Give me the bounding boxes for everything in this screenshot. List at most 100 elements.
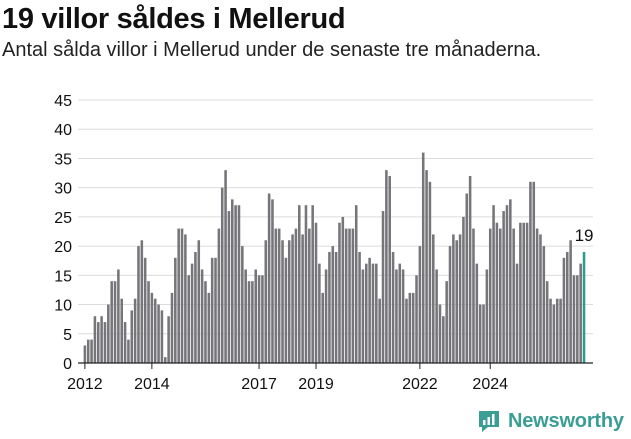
x-tick-label: 2017 [241, 376, 277, 393]
bar [334, 251, 338, 363]
bar [321, 292, 324, 363]
bar [371, 263, 375, 363]
bar [515, 263, 519, 363]
x-tick-label: 2019 [298, 376, 334, 393]
bar [559, 298, 562, 363]
bar [90, 339, 93, 363]
bar [120, 298, 123, 363]
bar [160, 310, 164, 363]
bar [562, 257, 566, 363]
x-tick-label: 2012 [67, 376, 103, 393]
bar [314, 222, 318, 363]
y-tick-label: 0 [63, 356, 72, 373]
bar [187, 275, 190, 363]
bar [224, 170, 227, 363]
bar [529, 181, 532, 363]
bar [267, 193, 271, 363]
bar [194, 251, 197, 363]
bar [281, 240, 284, 363]
bar [432, 234, 435, 363]
bar [442, 316, 445, 363]
bar [535, 228, 539, 363]
bar [519, 222, 522, 363]
bar [180, 228, 184, 363]
bar [254, 269, 257, 363]
bar [153, 298, 157, 363]
bar [304, 205, 308, 363]
newsworthy-logo-icon [479, 411, 499, 432]
bar [542, 246, 546, 363]
y-tick-label: 45 [54, 93, 72, 110]
bar [130, 310, 134, 363]
bar [251, 281, 254, 363]
bar [207, 292, 211, 363]
bar [495, 222, 499, 363]
y-tick-label: 25 [54, 210, 72, 227]
bar [428, 181, 432, 363]
bar [525, 222, 529, 363]
bar [190, 263, 194, 363]
bar [545, 281, 549, 363]
bar [284, 257, 288, 363]
bar [482, 304, 485, 363]
bar [452, 234, 455, 363]
bar [107, 304, 110, 363]
bar [405, 298, 408, 363]
y-tick-label: 15 [54, 268, 72, 285]
bar [455, 240, 458, 363]
y-tick-label: 35 [54, 151, 72, 168]
bar [415, 275, 418, 363]
bar [103, 322, 107, 363]
y-tick-label: 5 [63, 327, 72, 344]
bar [358, 251, 361, 363]
brand-logo: Newsworthy [476, 407, 624, 435]
bar [388, 175, 391, 363]
bar [257, 275, 261, 363]
bar [184, 234, 187, 363]
bar [569, 240, 572, 363]
bar [572, 275, 576, 363]
bar [274, 228, 278, 363]
bar [264, 240, 268, 363]
bar [261, 275, 264, 363]
bar [368, 257, 371, 363]
bar [328, 251, 331, 363]
x-tick-label: 2022 [402, 376, 438, 393]
bar [478, 304, 482, 363]
bar [234, 205, 237, 363]
bar [311, 205, 314, 363]
bar [539, 234, 542, 363]
y-tick-label: 30 [54, 181, 72, 198]
bar [174, 257, 177, 363]
bar [318, 263, 321, 363]
bar [549, 298, 552, 363]
bar [291, 234, 294, 363]
bar [197, 240, 201, 363]
bar [375, 263, 378, 363]
bar [271, 199, 274, 363]
page-subtitle: Antal sålda villor i Mellerud under de s… [2, 39, 542, 61]
bar [485, 269, 489, 363]
bar [401, 269, 405, 363]
bar [123, 322, 127, 363]
bar [348, 228, 351, 363]
bar [150, 292, 154, 363]
bar [579, 263, 582, 363]
bar [137, 246, 140, 363]
bar [361, 269, 365, 363]
brand-name: Newsworthy [508, 409, 624, 432]
y-tick-label: 20 [54, 239, 72, 256]
bar [217, 228, 221, 363]
bar [502, 211, 505, 363]
bar [244, 269, 247, 363]
bar [435, 269, 438, 363]
bar [127, 339, 130, 363]
bar [378, 298, 381, 363]
highlighted-bar [582, 251, 586, 363]
x-tick-label: 2014 [134, 376, 170, 393]
bar [110, 281, 113, 363]
bar [247, 281, 251, 363]
bar [522, 222, 525, 363]
bar [170, 292, 174, 363]
